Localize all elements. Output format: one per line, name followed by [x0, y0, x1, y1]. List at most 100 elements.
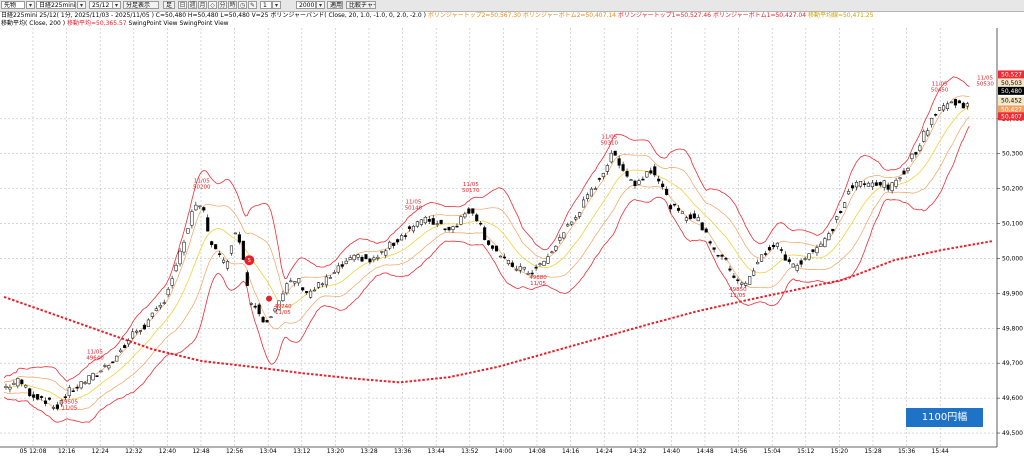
price-tag	[998, 86, 1024, 95]
swing-label-line2: 11/05	[61, 406, 77, 412]
candle-body	[384, 250, 388, 256]
candle-body	[214, 244, 218, 250]
candle-body	[186, 228, 190, 234]
candle-body	[736, 279, 740, 281]
indicator-info-line-2: 移動平均( Close, 200 ) 移動平均=50,365.57 SwingP…	[1, 20, 229, 28]
monthly-bar-icon[interactable]: 月	[198, 1, 207, 9]
x-tick-label: 13:52	[461, 448, 478, 455]
candle-body	[942, 105, 946, 111]
candle-body	[570, 221, 574, 225]
spinner-icon[interactable]: ▾	[272, 1, 281, 9]
candle-body	[870, 182, 874, 188]
candle-body	[732, 275, 736, 278]
candle-body	[843, 202, 847, 208]
bb-bottom1: ボリンジャーボトム1=50,427.04	[712, 12, 807, 19]
signal-markers: S	[244, 255, 273, 302]
minute-icon[interactable]: 分	[218, 1, 227, 9]
candle-body	[645, 171, 649, 178]
bar-setting-button[interactable]: 足	[163, 1, 175, 9]
candle-body	[819, 243, 823, 247]
x-tick-label: 13:28	[360, 448, 377, 455]
candle-body	[807, 253, 811, 260]
swingpoint-view-2: SwingPoint View	[179, 20, 229, 27]
dropdown-icon[interactable]: ▾	[112, 1, 121, 9]
compare-chart-button[interactable]: 比較チャート	[346, 1, 376, 9]
x-tick-label: 15:44	[932, 448, 949, 455]
signal-marker	[244, 255, 255, 266]
interval-count-input[interactable]: 1	[260, 1, 272, 9]
candle-body	[309, 290, 313, 298]
candle-body	[233, 232, 237, 235]
candle-body	[348, 257, 352, 260]
hour-icon[interactable]: 時	[228, 1, 237, 9]
candle-body	[63, 396, 67, 398]
price-tag	[998, 70, 1024, 79]
candle-body	[938, 107, 942, 111]
candle-body	[237, 234, 241, 243]
candle-body	[91, 373, 95, 381]
candle-body	[949, 101, 954, 104]
candle-body	[854, 182, 859, 188]
candle-body	[487, 240, 491, 245]
swing-label-line1: 49505	[61, 400, 79, 406]
spinner-icon[interactable]: ▾	[316, 1, 325, 9]
candle-body	[281, 293, 285, 302]
candle-body	[649, 170, 653, 174]
candle-body	[518, 266, 522, 271]
candle-body	[305, 291, 309, 293]
candle-body	[55, 404, 59, 409]
swing-label-line2: 11/05	[530, 281, 546, 287]
candle-body	[419, 219, 423, 225]
candle-body	[368, 258, 372, 263]
candle-body	[558, 237, 562, 241]
candle-body	[170, 278, 174, 286]
candle-body	[617, 158, 621, 166]
contract-select[interactable]: 日経225mini	[36, 1, 76, 9]
interval-button[interactable]: 分足表示	[123, 1, 159, 9]
moving-average-200	[3, 240, 994, 384]
candle-body	[174, 264, 178, 272]
candle-body	[783, 254, 787, 261]
product-select[interactable]: 先物	[1, 1, 25, 9]
candle-body	[28, 388, 32, 397]
bar-count-input[interactable]: 2000	[296, 1, 316, 9]
candle-body	[550, 251, 554, 254]
x-tick-label: 14:24	[596, 448, 613, 455]
candle-body	[625, 171, 629, 177]
candle-body	[665, 188, 669, 195]
candle-body	[210, 241, 214, 246]
candle-body	[356, 254, 360, 258]
candle-body	[918, 145, 922, 152]
apply-button[interactable]: 適用	[327, 1, 343, 9]
candle-body	[767, 247, 772, 251]
candle-body	[431, 218, 435, 225]
candle-body	[542, 260, 546, 266]
daily-bar-icon[interactable]: 日	[178, 1, 187, 9]
candle-body	[498, 255, 503, 258]
clock-icon[interactable]: ◷	[238, 1, 247, 9]
dropdown-icon[interactable]: ▾	[26, 1, 35, 9]
chart-grid	[0, 28, 998, 448]
swing-label-line1: 11/05	[932, 81, 948, 87]
candle-body	[566, 224, 570, 227]
month-select[interactable]: 25/12	[89, 1, 113, 9]
ma-value: 移動平均=50,365.57	[67, 20, 127, 27]
candle-body	[83, 382, 87, 384]
bb-lower2-line	[3, 126, 970, 423]
dropdown-icon[interactable]: ▾	[77, 1, 86, 9]
swing-label-line2: 50310	[601, 141, 619, 147]
weekly-bar-icon[interactable]: 週	[188, 1, 197, 9]
candle-body	[301, 287, 305, 291]
candle-body	[851, 185, 855, 189]
candle-body	[190, 211, 194, 226]
edit-icon[interactable]: ✎	[248, 1, 257, 9]
candle-body	[336, 265, 340, 273]
candle-body	[605, 165, 609, 172]
candle-body	[403, 235, 408, 237]
swing-label-line1: 11/05	[87, 349, 103, 355]
price-tag	[998, 105, 1024, 114]
tick-icon[interactable]: ◇	[208, 1, 217, 9]
candle-body	[123, 345, 127, 349]
signal-marker-label: S	[248, 258, 251, 264]
